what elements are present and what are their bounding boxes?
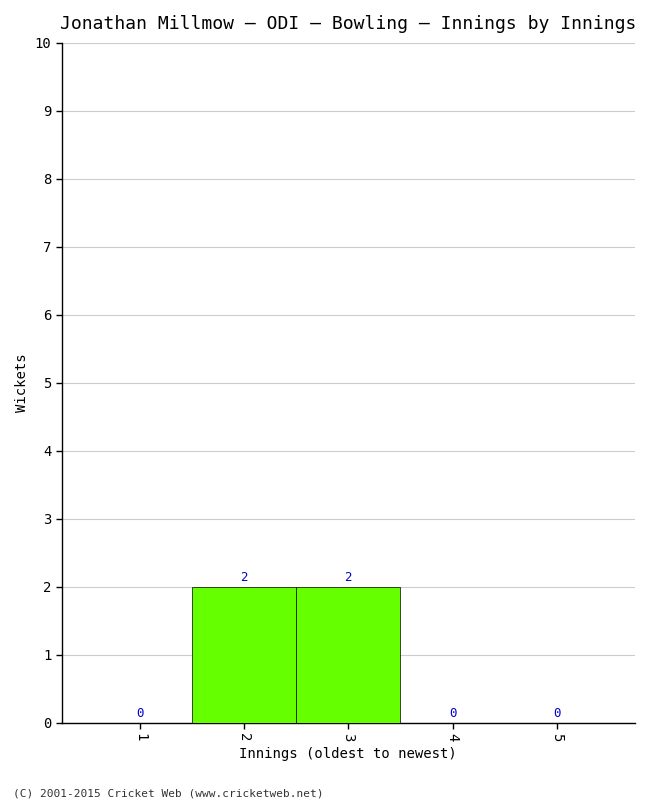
Y-axis label: Wickets: Wickets <box>15 354 29 412</box>
Text: 0: 0 <box>553 707 560 720</box>
Text: (C) 2001-2015 Cricket Web (www.cricketweb.net): (C) 2001-2015 Cricket Web (www.cricketwe… <box>13 788 324 798</box>
Text: 2: 2 <box>344 571 352 584</box>
Title: Jonathan Millmow – ODI – Bowling – Innings by Innings: Jonathan Millmow – ODI – Bowling – Innin… <box>60 15 636 33</box>
Text: 0: 0 <box>449 707 456 720</box>
Bar <box>296 586 400 722</box>
Text: 0: 0 <box>136 707 144 720</box>
Bar <box>192 586 296 722</box>
X-axis label: Innings (oldest to newest): Innings (oldest to newest) <box>239 747 457 761</box>
Text: 2: 2 <box>240 571 248 584</box>
